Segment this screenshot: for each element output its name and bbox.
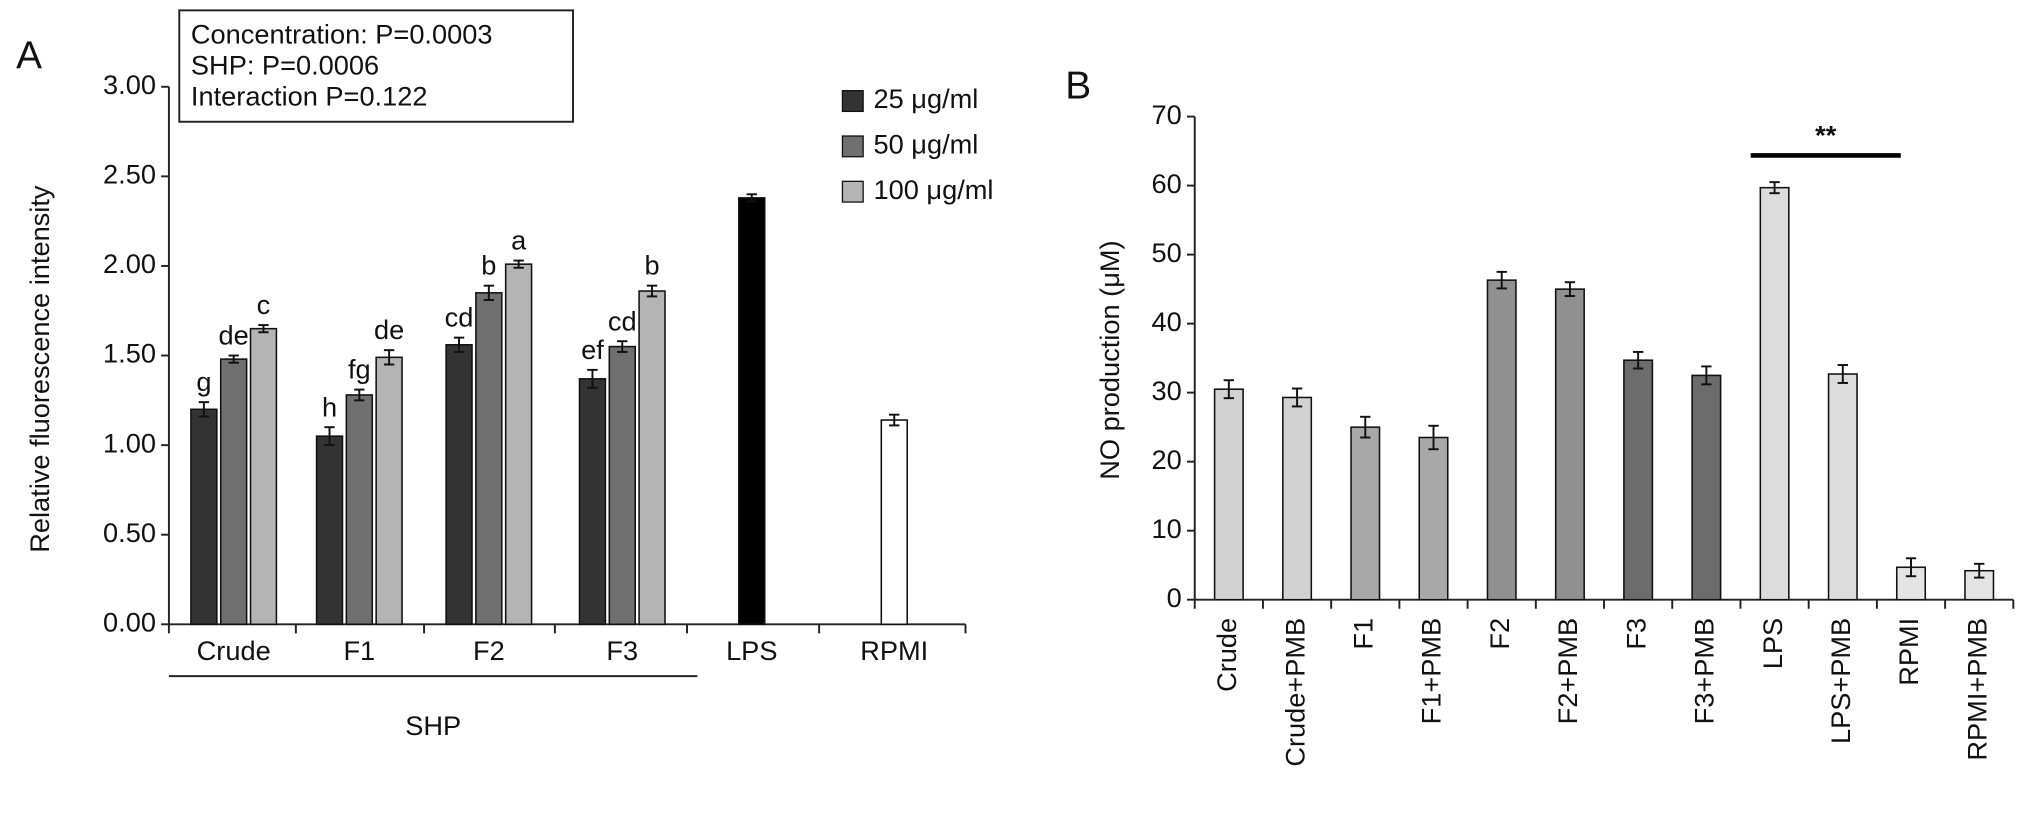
- y-tick-label: 20: [1152, 444, 1182, 475]
- bar: [249, 327, 278, 626]
- bar: [1486, 279, 1517, 601]
- x-tick-label: RPMI+PMB: [1961, 618, 1992, 761]
- legend-swatch: [841, 135, 864, 158]
- letter-label: b: [644, 250, 659, 281]
- letter-label: b: [481, 250, 496, 281]
- bar: [1691, 374, 1722, 601]
- y-axis-label: NO production (μM): [1094, 240, 1125, 479]
- y-tick-label: 0.00: [103, 606, 156, 637]
- bar: [315, 435, 344, 626]
- bar: [475, 292, 503, 626]
- y-tick-label: 50: [1152, 237, 1182, 268]
- x-tick-label: LPS: [726, 635, 777, 666]
- y-tick-label: 10: [1152, 513, 1182, 544]
- y-tick-label: 60: [1152, 168, 1182, 199]
- bar: [504, 263, 533, 626]
- stats-text: Interaction P=0.122: [191, 81, 428, 112]
- bar: [1213, 388, 1244, 601]
- bar: [1623, 359, 1654, 601]
- bar: [638, 290, 666, 626]
- legend-label: 50 μg/ml: [874, 129, 979, 160]
- letter-label: a: [511, 225, 527, 256]
- panel-letter: A: [16, 35, 42, 78]
- bar: [445, 344, 473, 626]
- x-tick-label: F3+PMB: [1689, 618, 1720, 725]
- y-tick-label: 70: [1152, 99, 1182, 130]
- bar: [219, 358, 248, 626]
- x-tick-label: LPS: [1757, 618, 1788, 669]
- x-tick-label: F2: [473, 635, 505, 666]
- bar: [375, 356, 403, 626]
- y-tick-label: 0: [1167, 582, 1182, 613]
- bar: [1350, 426, 1381, 601]
- y-tick-label: 30: [1152, 375, 1182, 406]
- letter-label: de: [219, 320, 249, 351]
- bar: [1827, 373, 1858, 601]
- bar: [578, 378, 607, 626]
- group-label: SHP: [405, 710, 461, 741]
- x-tick-label: F3: [606, 635, 638, 666]
- letter-label: c: [257, 289, 271, 320]
- y-tick-label: 2.50: [103, 159, 156, 190]
- y-tick-label: 1.00: [103, 427, 156, 458]
- x-tick-label: RPMI: [860, 635, 928, 666]
- letter-label: h: [322, 391, 337, 422]
- y-tick-label: 2.00: [103, 248, 156, 279]
- significance-label: **: [1815, 119, 1837, 150]
- y-tick-label: 3.00: [103, 69, 156, 100]
- bar: [1554, 288, 1585, 601]
- bar: [1418, 436, 1449, 601]
- x-tick-label: F1: [1347, 618, 1378, 650]
- bar: [1282, 396, 1313, 601]
- bar: [190, 408, 218, 626]
- letter-label: cd: [445, 302, 474, 333]
- x-tick-label: RPMI: [1893, 618, 1924, 686]
- letter-label: de: [374, 314, 404, 345]
- bar: [880, 419, 908, 626]
- y-tick-label: 1.50: [103, 338, 156, 369]
- legend-swatch: [841, 180, 864, 203]
- x-tick-label: F2: [1484, 618, 1515, 650]
- x-tick-label: F3: [1620, 618, 1651, 650]
- y-tick-label: 40: [1152, 306, 1182, 337]
- x-tick-label: F1+PMB: [1416, 618, 1447, 725]
- letter-label: g: [196, 366, 211, 397]
- x-tick-label: Crude: [1211, 618, 1242, 692]
- bar: [738, 197, 766, 626]
- letter-label: ef: [581, 334, 604, 365]
- letter-label: cd: [608, 305, 637, 336]
- y-tick-label: 0.50: [103, 517, 156, 548]
- legend-label: 25 μg/ml: [874, 83, 979, 114]
- x-tick-label: F2+PMB: [1552, 618, 1583, 725]
- x-tick-label: F1: [343, 635, 375, 666]
- stats-box: [178, 9, 574, 123]
- x-tick-label: Crude: [197, 635, 271, 666]
- x-tick-label: Crude+PMB: [1279, 618, 1310, 767]
- stats-text: Concentration: P=0.0003: [191, 18, 493, 49]
- legend-swatch: [841, 90, 864, 113]
- letter-label: fg: [348, 354, 371, 385]
- bar: [1759, 186, 1790, 601]
- legend-label: 100 μg/ml: [874, 174, 994, 205]
- bar: [608, 345, 636, 626]
- x-tick-label: LPS+PMB: [1825, 618, 1856, 744]
- panel-letter: B: [1065, 64, 1091, 107]
- bar: [345, 394, 374, 626]
- y-axis-label: Relative fluorescence intensity: [24, 185, 55, 553]
- stats-text: SHP: P=0.0006: [191, 50, 379, 81]
